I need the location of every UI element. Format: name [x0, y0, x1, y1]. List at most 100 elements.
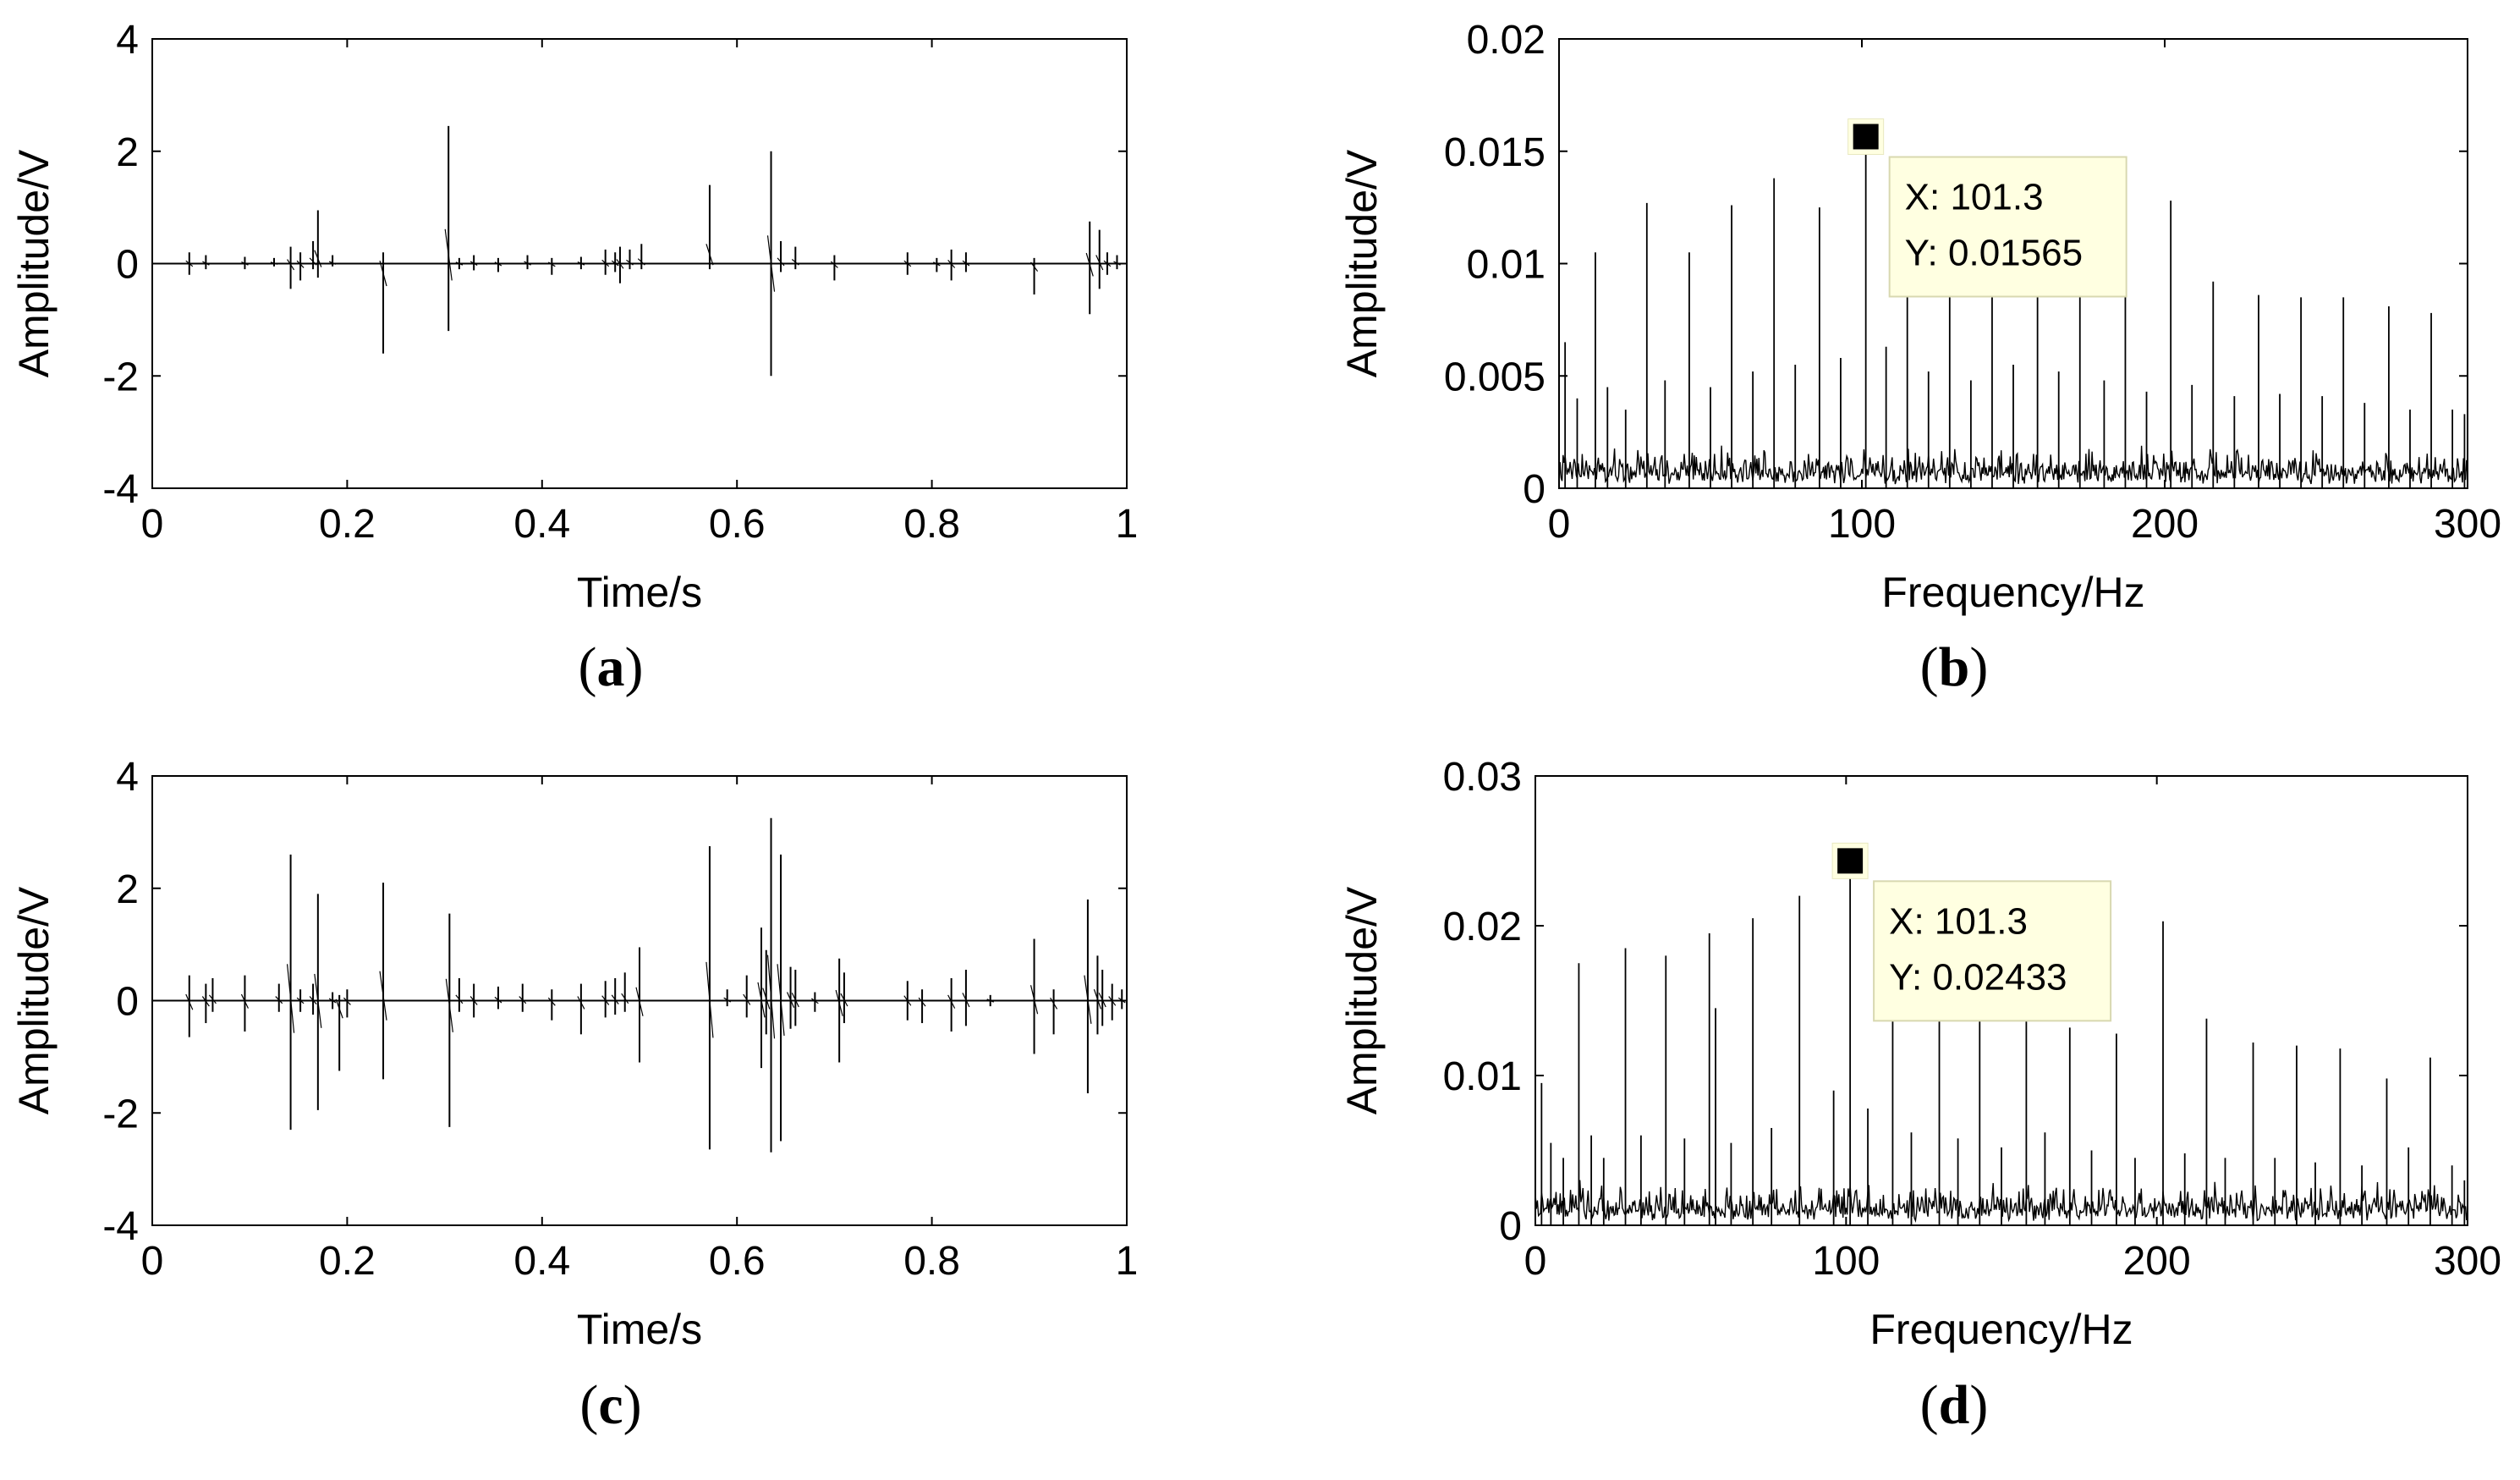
signal-ringing [309, 257, 317, 266]
signal-ringing [986, 999, 994, 1003]
x-axis-label: Time/s [577, 569, 702, 616]
x-tick-label: 0 [141, 502, 164, 547]
y-tick-label: -4 [102, 1204, 139, 1249]
y-tick-label: -4 [102, 467, 139, 512]
signal-ringing [762, 988, 771, 1010]
signal-ringing [1113, 261, 1121, 266]
x-tick-label: 1 [1116, 502, 1139, 547]
y-axis-label: Amplitude/V [1338, 886, 1386, 1114]
signal-ringing [1085, 252, 1094, 277]
signal-ringing [611, 994, 619, 1005]
y-tick-label: -2 [102, 355, 139, 399]
signal-ringing [202, 261, 210, 266]
signal-ringing [241, 261, 249, 266]
caption-a: (a) [579, 636, 644, 698]
signal-ringing [947, 994, 956, 1009]
signal-ringing [379, 261, 387, 287]
y-tick-label: 2 [116, 130, 139, 175]
signal-ringing [830, 261, 838, 268]
x-tick-label: 0.8 [903, 502, 960, 547]
signal-ringing [903, 260, 912, 267]
signal-ringing [469, 996, 478, 1005]
y-tick-label: 0.005 [1444, 355, 1545, 399]
chart-b: 0 100 200 300 0 0.005 0.01 0.015 0.02 Frequency/H… [1338, 18, 2501, 698]
signal-ringing [1108, 996, 1117, 1006]
signal-ringing [270, 261, 278, 265]
y-tick-label: 2 [116, 867, 139, 912]
signal-ringing [185, 993, 194, 1010]
x-axis-label: Frequency/Hz [1869, 1306, 2133, 1353]
x-tick-label: 300 [2434, 502, 2501, 547]
signal-ringing [494, 996, 502, 1004]
signal-ringing [208, 994, 217, 1004]
signal-ringing [286, 964, 295, 1033]
signal-ringing [1084, 975, 1092, 1024]
signal-ringing [787, 992, 795, 1009]
y-tick-label: 0.02 [1443, 905, 1522, 949]
signal-ringing [185, 260, 194, 267]
x-tick-label: 0.4 [513, 1239, 570, 1284]
x-axis-label: Frequency/Hz [1881, 569, 2144, 616]
signal-ringing [621, 993, 629, 1004]
caption-c: (c) [579, 1374, 641, 1436]
y-tick-label: 4 [116, 18, 139, 63]
signal-ringing [962, 260, 970, 267]
signal-ringing [1029, 985, 1039, 1015]
signal-ringing [601, 995, 610, 1005]
signal-ringing [328, 998, 337, 1004]
signal-ringing [240, 993, 249, 1009]
x-tick-label: 0.4 [513, 502, 570, 547]
x-axis-label: Time/s [577, 1306, 702, 1353]
y-tick-label: -2 [102, 1092, 139, 1136]
chart-c: 0 0.2 0.4 0.6 0.8 1 -4 -2 0 2 4 Time/s Amplitude/V (c… [10, 755, 1138, 1436]
y-tick-label: 4 [116, 755, 139, 800]
x-tick-label: 100 [1828, 502, 1896, 547]
signal-ringing [1103, 260, 1112, 267]
signal-ringing [962, 993, 970, 1008]
x-tick-label: 0.6 [709, 1239, 766, 1284]
signal-ringing [918, 997, 926, 1007]
signal-ringing [296, 260, 305, 268]
y-tick-label: 0 [1499, 1204, 1522, 1249]
y-tick-label: 0 [116, 243, 139, 288]
x-tick-label: 1 [1116, 1239, 1139, 1284]
datatip-marker[interactable] [1853, 124, 1879, 150]
signal-ringing [445, 978, 453, 1032]
signal-ringing [296, 997, 305, 1004]
signal-ringing [1093, 989, 1102, 1010]
signal-ringing [469, 261, 478, 267]
x-tick-label: 0.6 [709, 502, 766, 547]
signal-ringing [791, 993, 799, 1008]
signal-ringing [201, 996, 210, 1007]
signal-ringing [577, 996, 585, 1010]
signal-ringing [519, 996, 527, 1004]
chart-d: 0 100 200 300 0 0.01 0.02 0.03 Frequency/Hz Ampli… [1338, 755, 2501, 1436]
signal-ringing [791, 259, 799, 266]
signal-ringing [328, 261, 337, 265]
y-axis-label: Amplitude/V [10, 886, 58, 1114]
datatip-marker[interactable] [1837, 848, 1864, 874]
x-tick-label: 0.8 [903, 1239, 960, 1284]
signal-ringing [577, 261, 585, 266]
signal-ringing [840, 993, 848, 1007]
signal-ringing [335, 999, 343, 1019]
signal-ringing [743, 993, 751, 1005]
signal-ringing [947, 259, 956, 268]
y-tick-label: 0.015 [1444, 130, 1545, 175]
signal-ringing [455, 994, 464, 1004]
y-tick-label: 0 [1523, 467, 1545, 512]
x-tick-label: 0.2 [319, 502, 376, 547]
signal-ringing [494, 261, 502, 267]
signal-ringing [275, 996, 283, 1004]
signal-ringing [343, 997, 351, 1005]
x-tick-label: 300 [2434, 1239, 2501, 1284]
y-axis-label: Amplitude/V [1338, 149, 1386, 377]
signal-ringing [1117, 997, 1126, 1004]
series-c [152, 817, 1127, 1153]
signal-ringing [444, 228, 453, 281]
signal-ringing [616, 259, 624, 269]
signal-ringing [777, 964, 785, 1037]
y-tick-label: 0.01 [1443, 1054, 1522, 1099]
signal-ringing [601, 259, 610, 267]
signal-ringing [705, 961, 714, 1038]
